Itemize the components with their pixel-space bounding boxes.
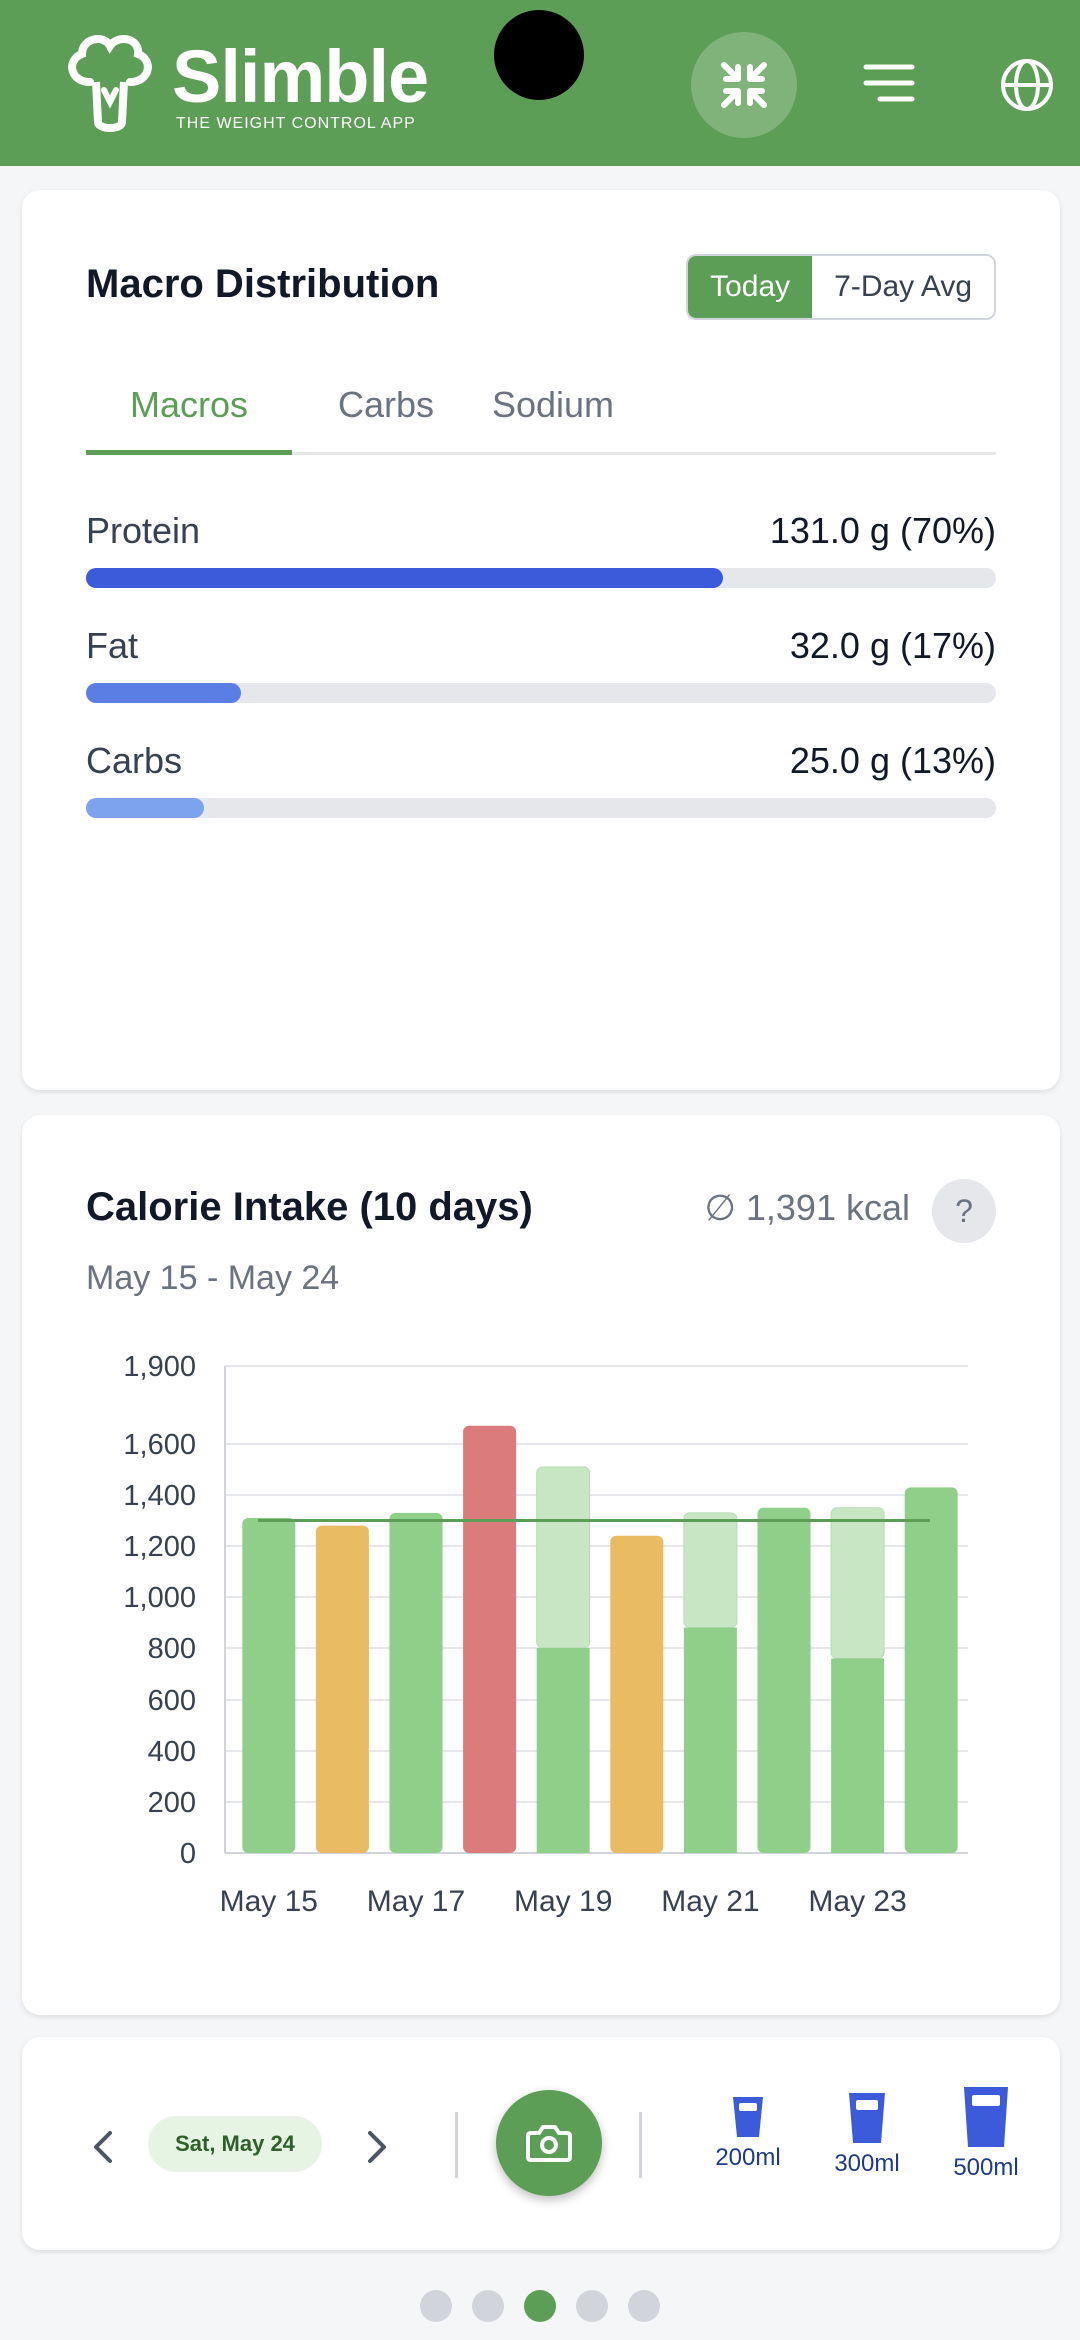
macro-label: Protein [86, 510, 201, 551]
macro-value: 25.0 g (13%) [789, 740, 996, 781]
chevron-left-icon[interactable] [84, 2127, 124, 2167]
y-tick-label: 1,900 [123, 1351, 196, 1383]
macro-label: Fat [86, 625, 139, 666]
macro-value: 32.0 g (17%) [789, 625, 996, 666]
bar [904, 1487, 958, 1853]
y-tick-label: 1,200 [123, 1531, 196, 1563]
collapse-button[interactable] [691, 32, 797, 138]
broccoli-logo-icon [68, 35, 152, 132]
macro-progress-track [86, 683, 996, 703]
y-tick-label: 1,600 [123, 1429, 196, 1461]
tab-carbs[interactable]: Carbs [337, 384, 435, 425]
macro-distribution-card: Macro Distribution Today 7-Day Avg Macro… [22, 190, 1060, 1090]
calorie-intake-card: Calorie Intake (10 days) ∅ 1,391 kcal ? … [22, 1115, 1060, 2015]
macro-progress-fill [86, 683, 241, 703]
tab-macros[interactable]: Macros [86, 365, 292, 455]
page-dot[interactable] [472, 2290, 504, 2322]
bar [242, 1517, 296, 1853]
x-tick-label: May 19 [514, 1885, 612, 1918]
y-tick-label: 0 [180, 1838, 196, 1870]
language-button[interactable] [998, 56, 1056, 114]
collapse-icon [721, 62, 767, 108]
bar [610, 1535, 664, 1853]
x-tick-label: May 15 [220, 1885, 318, 1918]
bar-pending-segment [830, 1507, 885, 1659]
y-tick-label: 1,400 [123, 1480, 196, 1512]
calorie-card-title: Calorie Intake (10 days) [86, 1185, 533, 1229]
app-header: Slimble THE WEIGHT CONTROL APP [0, 0, 1080, 166]
x-tick-label: May 21 [661, 1885, 759, 1918]
y-tick-label: 1,000 [123, 1582, 196, 1614]
macro-progress-track [86, 568, 996, 588]
water-300ml-button[interactable]: 300ml [817, 2091, 917, 2178]
chevron-right-icon[interactable] [356, 2127, 396, 2167]
period-toggle: Today 7-Day Avg [686, 254, 996, 320]
bar [389, 1512, 443, 1853]
page-dot[interactable] [576, 2290, 608, 2322]
bar-pending-segment [683, 1512, 738, 1629]
bar [463, 1425, 517, 1853]
tab-sodium[interactable]: Sodium [491, 384, 615, 425]
bar [831, 1658, 885, 1853]
camera-button[interactable] [496, 2090, 602, 2196]
page-dot[interactable] [524, 2290, 556, 2322]
water-label: 300ml [834, 2150, 900, 2177]
water-label: 500ml [953, 2154, 1019, 2181]
quick-actions-bar: Sat, May 24 200ml 300ml 500ml [22, 2037, 1060, 2250]
seven-day-avg-toggle-button[interactable]: 7-Day Avg [812, 256, 994, 318]
menu-button[interactable] [862, 55, 918, 111]
app-name: Slimble [172, 35, 429, 118]
macro-card-title: Macro Distribution [86, 262, 440, 306]
menu-icon [863, 64, 915, 102]
water-glass-icon [964, 2087, 1008, 2147]
bar [536, 1648, 590, 1853]
macro-label: Carbs [86, 740, 183, 781]
x-tick-label: May 17 [367, 1885, 465, 1918]
page-dot[interactable] [420, 2290, 452, 2322]
camera-cutout [494, 10, 584, 100]
macro-tabs: Macros Carbs Sodium [86, 365, 996, 455]
y-tick-label: 800 [148, 1633, 196, 1665]
water-200ml-button[interactable]: 200ml [698, 2095, 798, 2172]
water-glass-icon [849, 2093, 885, 2143]
calorie-bar-chart: 0 200 400 600 800 1,000 1,200 1,400 1,600 1,900 Ma… [123, 1351, 968, 1918]
bar [683, 1627, 737, 1853]
y-tick-label: 400 [148, 1736, 196, 1768]
help-button[interactable]: ? [932, 1179, 996, 1243]
macro-progress-fill [86, 798, 205, 818]
app-tagline: THE WEIGHT CONTROL APP [176, 115, 416, 132]
divider [455, 2112, 458, 2178]
y-tick-label: 200 [148, 1787, 196, 1819]
bar [315, 1525, 369, 1853]
water-500ml-button[interactable]: 500ml [936, 2085, 1036, 2182]
selected-date[interactable]: Sat, May 24 [148, 2116, 322, 2172]
macro-value: 131.0 g (70%) [769, 510, 996, 551]
camera-icon [526, 2125, 572, 2162]
page-indicator [0, 2290, 1080, 2324]
today-toggle-button[interactable]: Today [688, 256, 813, 318]
bar-pending-segment [536, 1466, 591, 1649]
app-logo: Slimble THE WEIGHT CONTROL APP [60, 30, 460, 140]
macro-progress-fill [86, 568, 723, 588]
page-dot[interactable] [628, 2290, 660, 2322]
water-label: 200ml [715, 2144, 781, 2171]
date-range: May 15 - May 24 [86, 1259, 340, 1297]
divider [639, 2112, 642, 2178]
globe-icon [1001, 59, 1053, 111]
macro-progress-track [86, 798, 996, 818]
x-tick-label: May 23 [808, 1885, 906, 1918]
average-calories: ∅ 1,391 kcal [704, 1187, 910, 1228]
y-tick-label: 600 [148, 1685, 196, 1717]
bar [757, 1507, 811, 1853]
water-glass-icon [733, 2097, 763, 2137]
